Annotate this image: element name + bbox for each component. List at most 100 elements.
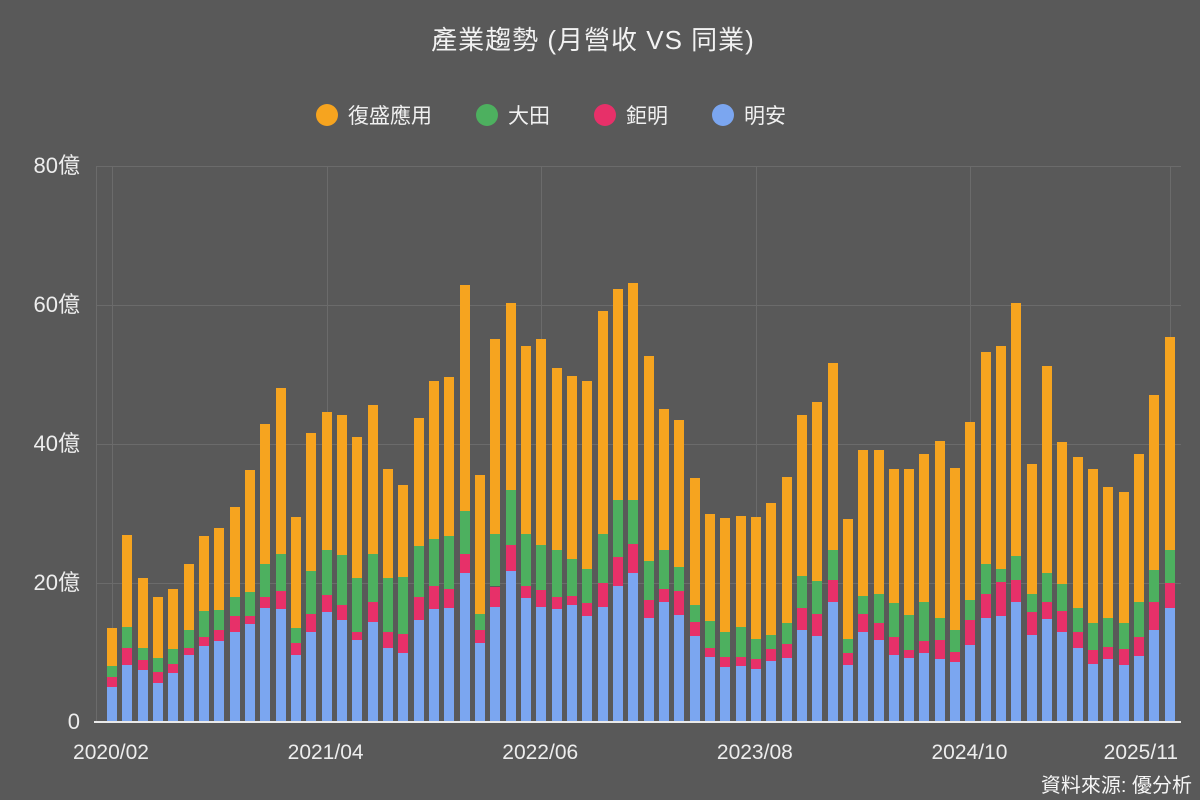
bar-segment-復盛應用[interactable] — [1134, 453, 1145, 603]
bar-stack-2024-06[interactable] — [904, 469, 915, 722]
bar-segment-大田[interactable] — [152, 658, 163, 672]
bar-stack-2024-10[interactable] — [965, 422, 976, 722]
bar-segment-大田[interactable] — [1011, 555, 1022, 580]
bar-segment-大田[interactable] — [382, 578, 393, 633]
bar-segment-鉅明[interactable] — [766, 649, 777, 661]
bar-segment-鉅明[interactable] — [183, 648, 194, 656]
bar-segment-鉅明[interactable] — [812, 614, 823, 636]
bar-segment-明安[interactable] — [459, 573, 470, 722]
bar-segment-大田[interactable] — [107, 666, 117, 677]
bar-segment-復盛應用[interactable] — [137, 578, 148, 649]
bar-segment-明安[interactable] — [827, 602, 838, 722]
bar-segment-明安[interactable] — [1134, 655, 1145, 722]
bar-segment-大田[interactable] — [781, 622, 792, 645]
bar-stack-2020-04[interactable] — [137, 578, 148, 722]
bar-segment-大田[interactable] — [459, 511, 470, 554]
bar-stack-2022-02[interactable] — [474, 475, 485, 722]
bar-segment-復盛應用[interactable] — [306, 432, 317, 571]
bar-segment-明安[interactable] — [428, 609, 439, 722]
bar-segment-大田[interactable] — [996, 569, 1007, 582]
bar-segment-大田[interactable] — [183, 629, 194, 649]
bar-segment-明安[interactable] — [643, 618, 654, 722]
bar-stack-2020-05[interactable] — [152, 596, 163, 722]
bar-segment-復盛應用[interactable] — [490, 339, 501, 534]
legend-item-0[interactable]: 復盛應用 — [316, 100, 432, 130]
bar-segment-復盛應用[interactable] — [1042, 366, 1053, 573]
bar-segment-大田[interactable] — [214, 610, 225, 631]
bar-segment-明安[interactable] — [352, 640, 363, 722]
bar-stack-2025-08[interactable] — [1118, 491, 1129, 722]
bar-segment-明安[interactable] — [474, 643, 485, 722]
bar-segment-復盛應用[interactable] — [735, 516, 746, 628]
bar-segment-鉅明[interactable] — [888, 636, 899, 656]
bar-segment-明安[interactable] — [137, 669, 148, 722]
bar-segment-明安[interactable] — [980, 618, 991, 722]
bar-segment-鉅明[interactable] — [1057, 610, 1068, 632]
bar-segment-復盛應用[interactable] — [612, 289, 623, 500]
bar-stack-2025-09[interactable] — [1134, 453, 1145, 722]
bar-stack-2024-12[interactable] — [996, 346, 1007, 722]
bar-segment-明安[interactable] — [107, 686, 117, 722]
bar-segment-復盛應用[interactable] — [704, 513, 715, 621]
bar-stack-2024-08[interactable] — [934, 440, 945, 722]
bar-stack-2020-02[interactable] — [107, 628, 117, 722]
bar-segment-鉅明[interactable] — [704, 647, 715, 658]
bar-segment-鉅明[interactable] — [796, 608, 807, 630]
bar-segment-鉅明[interactable] — [490, 586, 501, 607]
bar-segment-鉅明[interactable] — [842, 653, 853, 666]
bar-segment-大田[interactable] — [735, 627, 746, 657]
bar-segment-鉅明[interactable] — [214, 630, 225, 641]
bar-segment-大田[interactable] — [904, 614, 915, 650]
bar-segment-明安[interactable] — [444, 608, 455, 722]
bar-segment-鉅明[interactable] — [858, 614, 869, 633]
bar-segment-鉅明[interactable] — [413, 596, 424, 620]
bar-stack-2022-07[interactable] — [551, 368, 562, 722]
bar-stack-2021-08[interactable] — [382, 469, 393, 722]
bar-stack-2022-01[interactable] — [459, 284, 470, 722]
bar-stack-2023-10[interactable] — [781, 476, 792, 722]
bar-segment-復盛應用[interactable] — [122, 535, 133, 627]
bar-stack-2024-02[interactable] — [842, 519, 853, 722]
bar-segment-明安[interactable] — [1042, 619, 1053, 722]
bar-stack-2023-03[interactable] — [674, 419, 685, 722]
bar-segment-復盛應用[interactable] — [873, 449, 884, 595]
bar-stack-2021-12[interactable] — [444, 376, 455, 722]
bar-stack-2022-06[interactable] — [536, 339, 547, 722]
bar-segment-鉅明[interactable] — [321, 594, 332, 612]
bar-segment-明安[interactable] — [152, 683, 163, 722]
bar-segment-復盛應用[interactable] — [520, 346, 531, 534]
bar-segment-鉅明[interactable] — [827, 579, 838, 603]
bar-segment-復盛應用[interactable] — [827, 362, 838, 550]
bar-segment-大田[interactable] — [198, 610, 209, 637]
bar-segment-大田[interactable] — [352, 578, 363, 632]
bar-segment-明安[interactable] — [1057, 631, 1068, 722]
bar-segment-大田[interactable] — [536, 544, 547, 590]
bar-segment-鉅明[interactable] — [597, 583, 608, 607]
bar-stack-2023-07[interactable] — [735, 516, 746, 722]
bar-segment-鉅明[interactable] — [750, 659, 761, 670]
bar-segment-大田[interactable] — [1057, 584, 1068, 611]
bar-segment-復盛應用[interactable] — [643, 356, 654, 561]
bar-segment-大田[interactable] — [1134, 602, 1145, 638]
bar-segment-復盛應用[interactable] — [290, 517, 301, 629]
bar-segment-鉅明[interactable] — [1103, 646, 1114, 660]
bar-segment-復盛應用[interactable] — [965, 422, 976, 600]
bar-stack-2023-12[interactable] — [812, 402, 823, 722]
bar-stack-2020-11[interactable] — [244, 469, 255, 722]
bar-segment-鉅明[interactable] — [244, 615, 255, 625]
bar-segment-復盛應用[interactable] — [1118, 491, 1129, 624]
bar-segment-大田[interactable] — [612, 499, 623, 557]
bar-segment-明安[interactable] — [367, 621, 378, 722]
bar-segment-復盛應用[interactable] — [842, 519, 853, 639]
bar-segment-大田[interactable] — [336, 555, 347, 606]
bar-segment-復盛應用[interactable] — [566, 375, 577, 560]
bar-segment-明安[interactable] — [689, 635, 700, 722]
bar-segment-大田[interactable] — [1042, 572, 1053, 602]
bar-segment-明安[interactable] — [336, 619, 347, 722]
bar-stack-2023-06[interactable] — [720, 517, 731, 722]
bar-segment-大田[interactable] — [582, 569, 593, 604]
bar-segment-鉅明[interactable] — [950, 651, 961, 662]
bar-segment-大田[interactable] — [566, 559, 577, 597]
bar-segment-復盛應用[interactable] — [750, 516, 761, 639]
bar-segment-鉅明[interactable] — [168, 663, 179, 673]
